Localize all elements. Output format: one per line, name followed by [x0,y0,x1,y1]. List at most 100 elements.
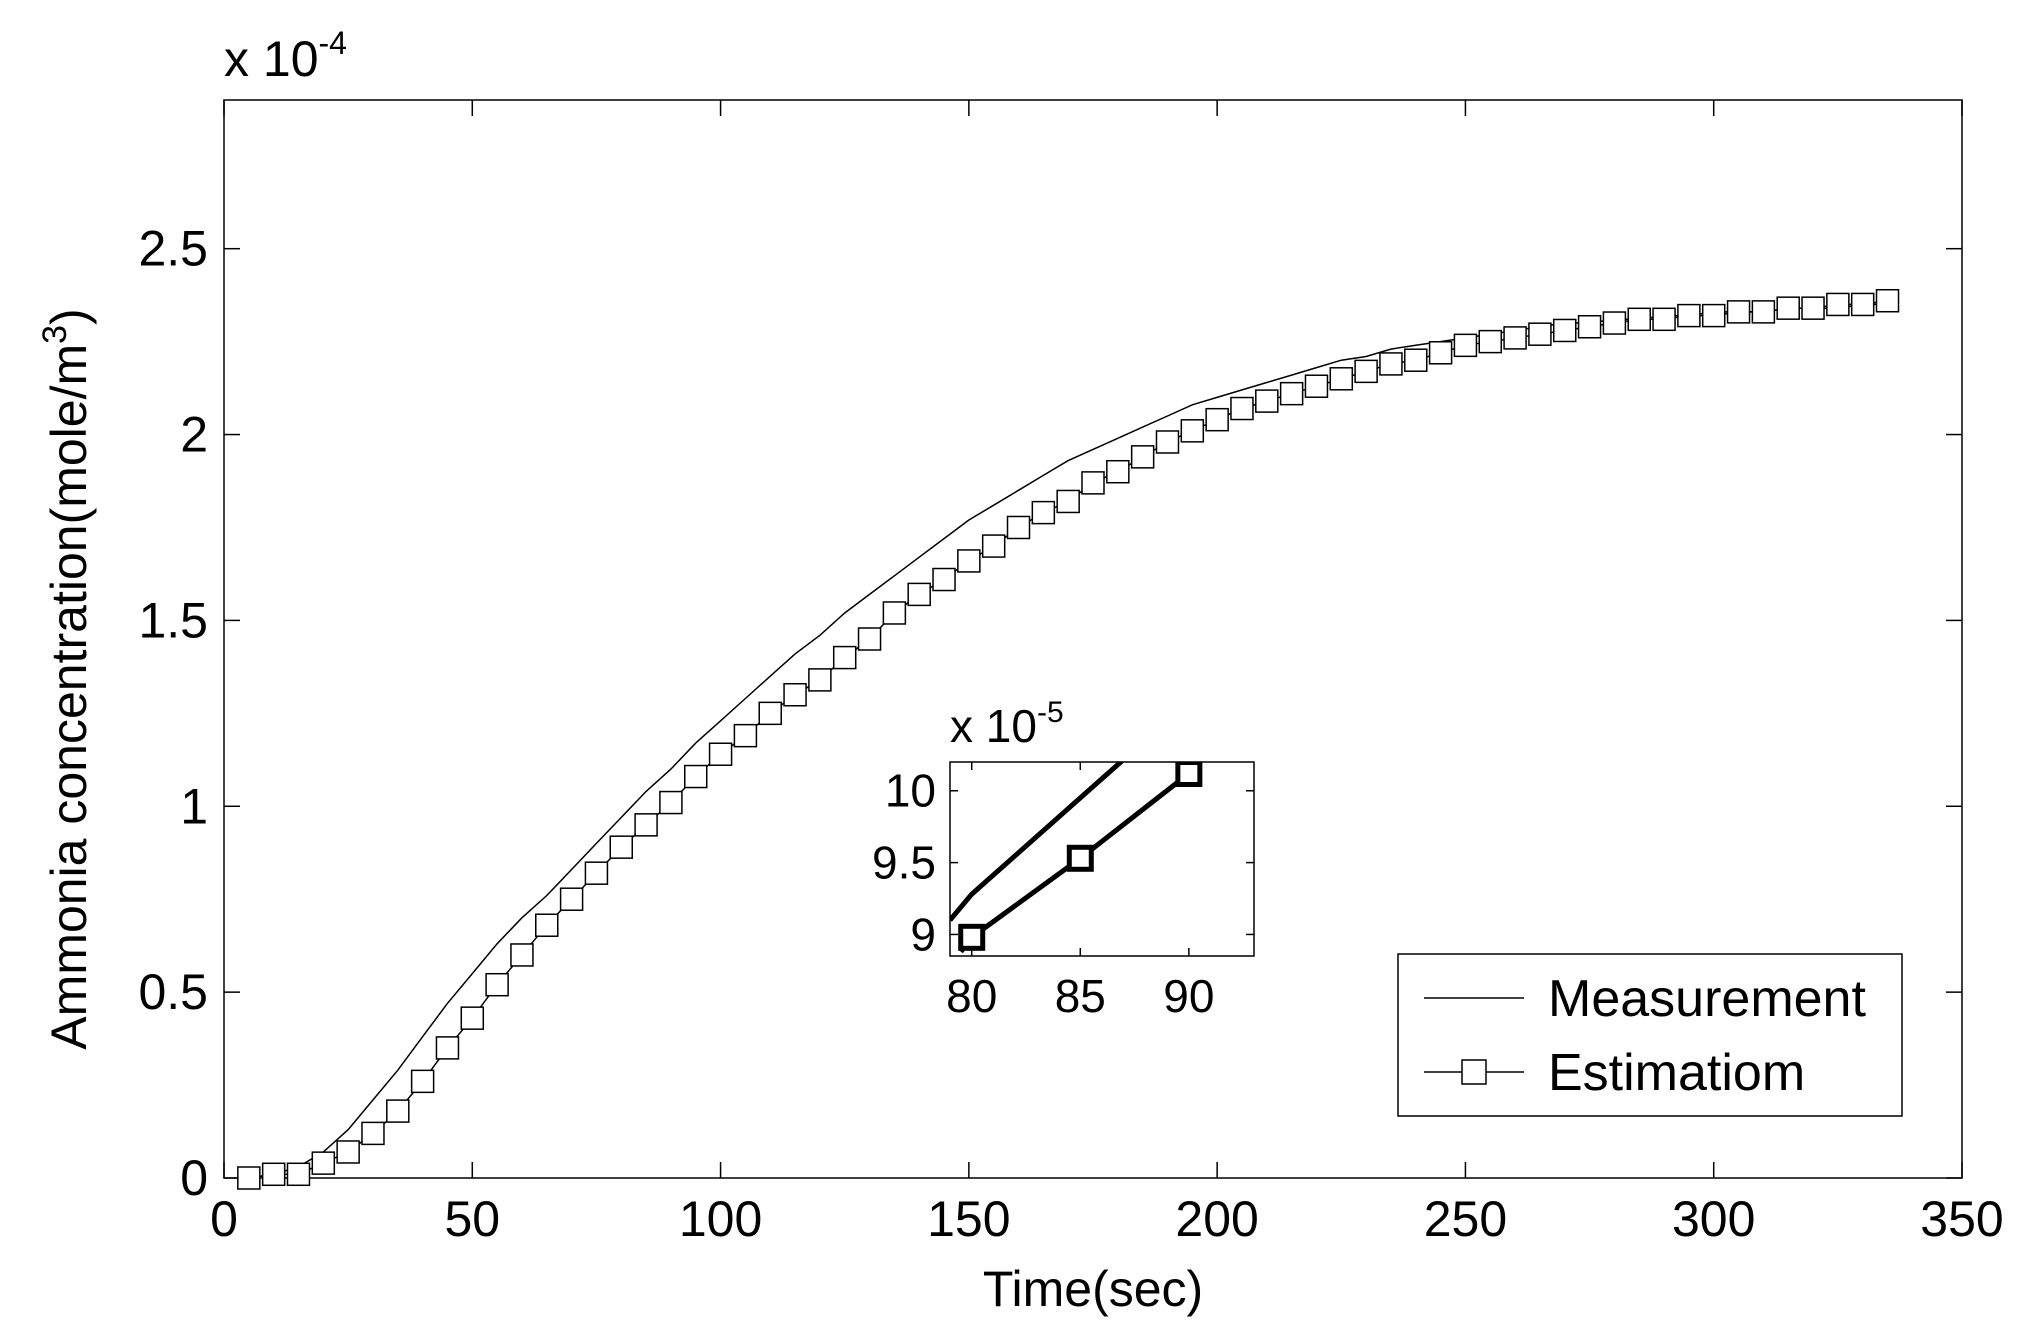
estimation-marker [733,723,758,748]
estimation-marker [683,764,708,789]
estimation-marker [1801,296,1825,320]
estimation-marker [832,645,857,670]
estimation-marker [485,972,509,997]
estimation-marker [460,1006,485,1030]
estimation-marker [1453,333,1478,358]
estimation-marker [1180,419,1205,443]
estimation-marker [634,813,658,837]
estimation-marker [1726,300,1751,324]
y-axis-title: Ammonia concentration(mole/m3) [36,308,97,1049]
estimation-marker [559,887,584,911]
inset-frame [949,761,1255,957]
x-tick-label: 200 [1175,1191,1258,1247]
estimation-marker [907,582,931,607]
estimation-marker [1751,300,1776,324]
x-tick-label: 0 [210,1191,238,1247]
inset-plot: 80 85 90 9 9.5 10 x 10-5 [872,696,1255,1022]
estimation-marker [1255,389,1279,413]
estimation-marker [1428,341,1453,365]
estimation-marker [1503,326,1527,350]
estimation-marker [1106,459,1130,484]
estimation-marker [1304,374,1329,398]
estimation-marker [857,627,882,651]
legend-box [1397,953,1903,1117]
y-tick-label: 0 [180,1150,208,1206]
estimation-marker [808,668,832,692]
inset-series-group [950,762,1203,954]
estimation-marker [1478,329,1503,354]
estimation-marker [981,534,1006,558]
estimation-marker [1826,292,1850,317]
estimation-marker [584,861,609,885]
y-tick-label: 0.5 [138,964,208,1020]
estimation-marker [1875,288,1900,313]
estimation-marker [1850,292,1875,317]
inset-estimation-marker [1066,844,1094,872]
estimation-marker [1701,303,1726,328]
estimation-marker [1677,303,1701,328]
estimation-marker [535,913,559,937]
estimation-marker [882,601,907,625]
y-tick-label: 2 [180,407,208,463]
estimation-marker [311,1151,336,1175]
estimation-marker [1552,318,1577,343]
x-tick-label: 350 [1920,1191,2003,1247]
estimation-marker [435,1036,460,1060]
inset-y-tick-label: 10 [885,765,936,817]
estimation-marker [261,1162,286,1187]
main-plot: 0 50 100 150 200 250 300 350 0 0.5 1 1.5 2 2.5 x 10-4 T… [36,25,2004,1317]
inset-line-measurement [950,762,1125,922]
estimation-marker [1652,307,1676,332]
inset-x-tick-label: 90 [1163,970,1214,1022]
y-tick-label: 1.5 [138,592,208,648]
estimation-marker [609,835,634,859]
estimation-marker [1006,515,1031,540]
y-exponent-label: x 10-4 [224,25,347,87]
estimation-marker [1577,315,1602,339]
legend-label-estimation: Estimatiom [1548,1044,1805,1102]
estimation-marker [957,549,981,573]
estimation-marker [1279,381,1304,406]
inset-estimation-marker [1175,762,1203,787]
estimation-marker [237,1166,261,1190]
estimation-marker [1404,348,1428,372]
estimation-marker [1031,500,1056,525]
estimation-marker [1230,396,1254,421]
estimation-marker [1130,445,1155,469]
estimation-marker [1627,307,1651,332]
estimation-marker [1056,489,1080,514]
inset-y-tick-label: 9.5 [872,837,936,889]
estimation-marker [1776,296,1800,320]
estimation-marker [1528,322,1552,346]
estimation-marker [783,683,807,707]
estimation-marker [1329,367,1354,391]
inset-y-tick-label: 9 [910,908,936,960]
estimation-marker [659,790,683,815]
estimation-marker [361,1121,385,1146]
estimation-marker [510,943,534,967]
estimation-marker [386,1099,410,1123]
y-tick-label: 2.5 [138,221,208,277]
inset-estimation-marker [958,923,986,951]
x-tick-label: 300 [1672,1191,1755,1247]
main-plot-frame [223,99,1963,1179]
estimation-marker [410,1069,435,1094]
x-tick-label: 100 [679,1191,762,1247]
estimation-marker [708,742,733,766]
estimation-marker [286,1162,311,1187]
estimation-marker [336,1140,360,1164]
estimation-marker [1155,430,1180,454]
estimation-marker [1379,352,1403,376]
legend-label-measurement: Measurement [1548,970,1866,1028]
estimation-marker [1081,471,1105,495]
inset-x-tick-label: 85 [1055,970,1106,1022]
x-axis-title: Time(sec) [983,1261,1203,1317]
x-tick-label: 50 [444,1191,500,1247]
inset-exponent-label: x 10-5 [950,696,1064,752]
estimation-marker [1602,311,1627,335]
y-tick-label: 1 [180,778,208,834]
legend-marker-estimation [1461,1059,1487,1085]
estimation-marker [758,701,782,726]
